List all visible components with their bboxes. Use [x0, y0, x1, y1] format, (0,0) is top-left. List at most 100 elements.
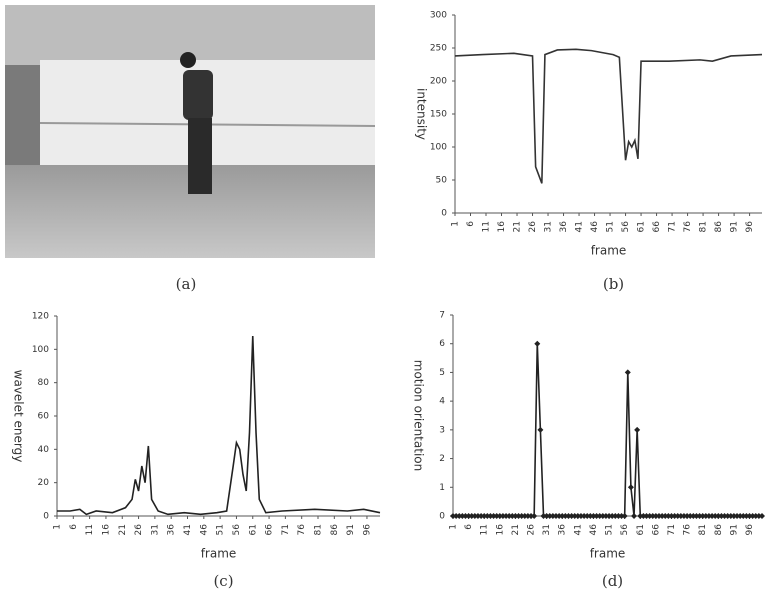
data-point: [705, 513, 712, 519]
data-point: [634, 426, 641, 433]
data-point: [715, 513, 722, 519]
data-point: [465, 513, 472, 519]
y-tick-label: 1: [439, 483, 445, 493]
data-point: [652, 513, 659, 519]
data-point: [568, 513, 575, 519]
data-point: [687, 513, 694, 519]
data-point: [562, 513, 569, 519]
y-axis-label: intensity: [415, 88, 429, 140]
x-tick-label: 91: [346, 524, 356, 535]
y-axis-label: motion orientation: [412, 360, 426, 471]
data-point: [727, 513, 734, 519]
x-tick-label: 61: [636, 524, 646, 535]
x-tick-label: 1: [451, 221, 461, 227]
data-point: [490, 513, 497, 519]
data-point: [506, 513, 513, 519]
data-point: [649, 513, 656, 519]
data-point: [593, 513, 600, 519]
data-point: [484, 513, 491, 519]
y-tick-label: 250: [430, 44, 447, 54]
x-tick-label: 71: [281, 524, 291, 535]
data-point: [537, 426, 544, 433]
x-tick-label: 16: [101, 524, 111, 536]
data-point: [515, 513, 522, 519]
x-tick-label: 11: [85, 524, 95, 535]
x-tick-label: 11: [480, 524, 490, 535]
x-tick-label: 81: [314, 524, 324, 535]
x-tick-label: 6: [466, 221, 476, 227]
x-tick-label: 1: [449, 524, 459, 530]
data-point: [553, 513, 559, 519]
data-point: [665, 513, 672, 519]
data-point: [596, 513, 603, 519]
x-tick-label: 36: [559, 221, 569, 233]
y-axis-label: wavelet energy: [12, 370, 26, 463]
data-point: [584, 513, 591, 519]
x-tick-label: 56: [621, 221, 631, 233]
x-tick-label: 46: [199, 524, 209, 536]
data-point: [602, 513, 609, 519]
data-point: [468, 513, 475, 519]
data-point: [740, 513, 747, 519]
caption: (b): [603, 275, 624, 293]
data-point: [587, 513, 594, 519]
data-point: [474, 513, 481, 519]
data-point: [540, 513, 547, 519]
data-point: [624, 369, 631, 376]
data-point: [559, 513, 566, 519]
data-point: [662, 513, 669, 519]
data-point: [621, 513, 628, 519]
data-point: [565, 513, 572, 519]
data-point: [718, 513, 725, 519]
x-tick-label: 41: [573, 524, 583, 535]
data-point: [577, 513, 584, 519]
x-tick-label: 71: [667, 524, 677, 535]
data-point: [721, 513, 728, 519]
data-point: [487, 513, 494, 519]
y-tick-label: 3: [439, 425, 445, 435]
x-tick-label: 91: [730, 221, 740, 232]
y-tick-label: 50: [436, 176, 448, 186]
data-point: [627, 484, 634, 491]
data-point: [749, 513, 756, 519]
data-point: [693, 513, 700, 519]
x-tick-label: 66: [651, 524, 661, 536]
photo-person-legs: [188, 118, 212, 194]
data-point: [462, 513, 469, 519]
data-point: [478, 513, 485, 519]
x-tick-label: 46: [590, 221, 600, 233]
x-tick-label: 51: [605, 524, 615, 535]
data-point: [752, 513, 759, 519]
data-point: [631, 513, 638, 519]
y-tick-label: 100: [430, 143, 447, 153]
x-tick-label: 76: [683, 524, 693, 536]
x-tick-label: 36: [167, 524, 177, 536]
x-tick-label: 56: [620, 524, 630, 536]
data-point: [471, 513, 478, 519]
x-axis-label: frame: [201, 547, 237, 561]
y-tick-label: 0: [439, 512, 445, 522]
data-point: [524, 513, 531, 519]
data-point: [609, 513, 616, 519]
data-point: [503, 513, 510, 519]
x-tick-label: 96: [745, 524, 755, 536]
data-line: [57, 335, 381, 516]
x-tick-label: 51: [216, 524, 226, 535]
x-tick-label: 41: [575, 221, 585, 232]
data-point: [702, 513, 709, 519]
data-point: [680, 513, 687, 519]
x-tick-label: 66: [265, 524, 275, 536]
x-tick-label: 71: [668, 221, 678, 232]
x-tick-label: 81: [698, 524, 708, 535]
data-point: [574, 513, 581, 519]
data-point: [637, 513, 644, 519]
data-point: [556, 513, 563, 519]
y-tick-label: 20: [38, 478, 50, 488]
data-point: [518, 513, 525, 519]
x-tick-label: 86: [714, 221, 724, 233]
photo-person-head: [180, 52, 196, 68]
x-tick-label: 91: [729, 524, 739, 535]
data-point: [618, 513, 625, 519]
data-point: [755, 513, 762, 519]
